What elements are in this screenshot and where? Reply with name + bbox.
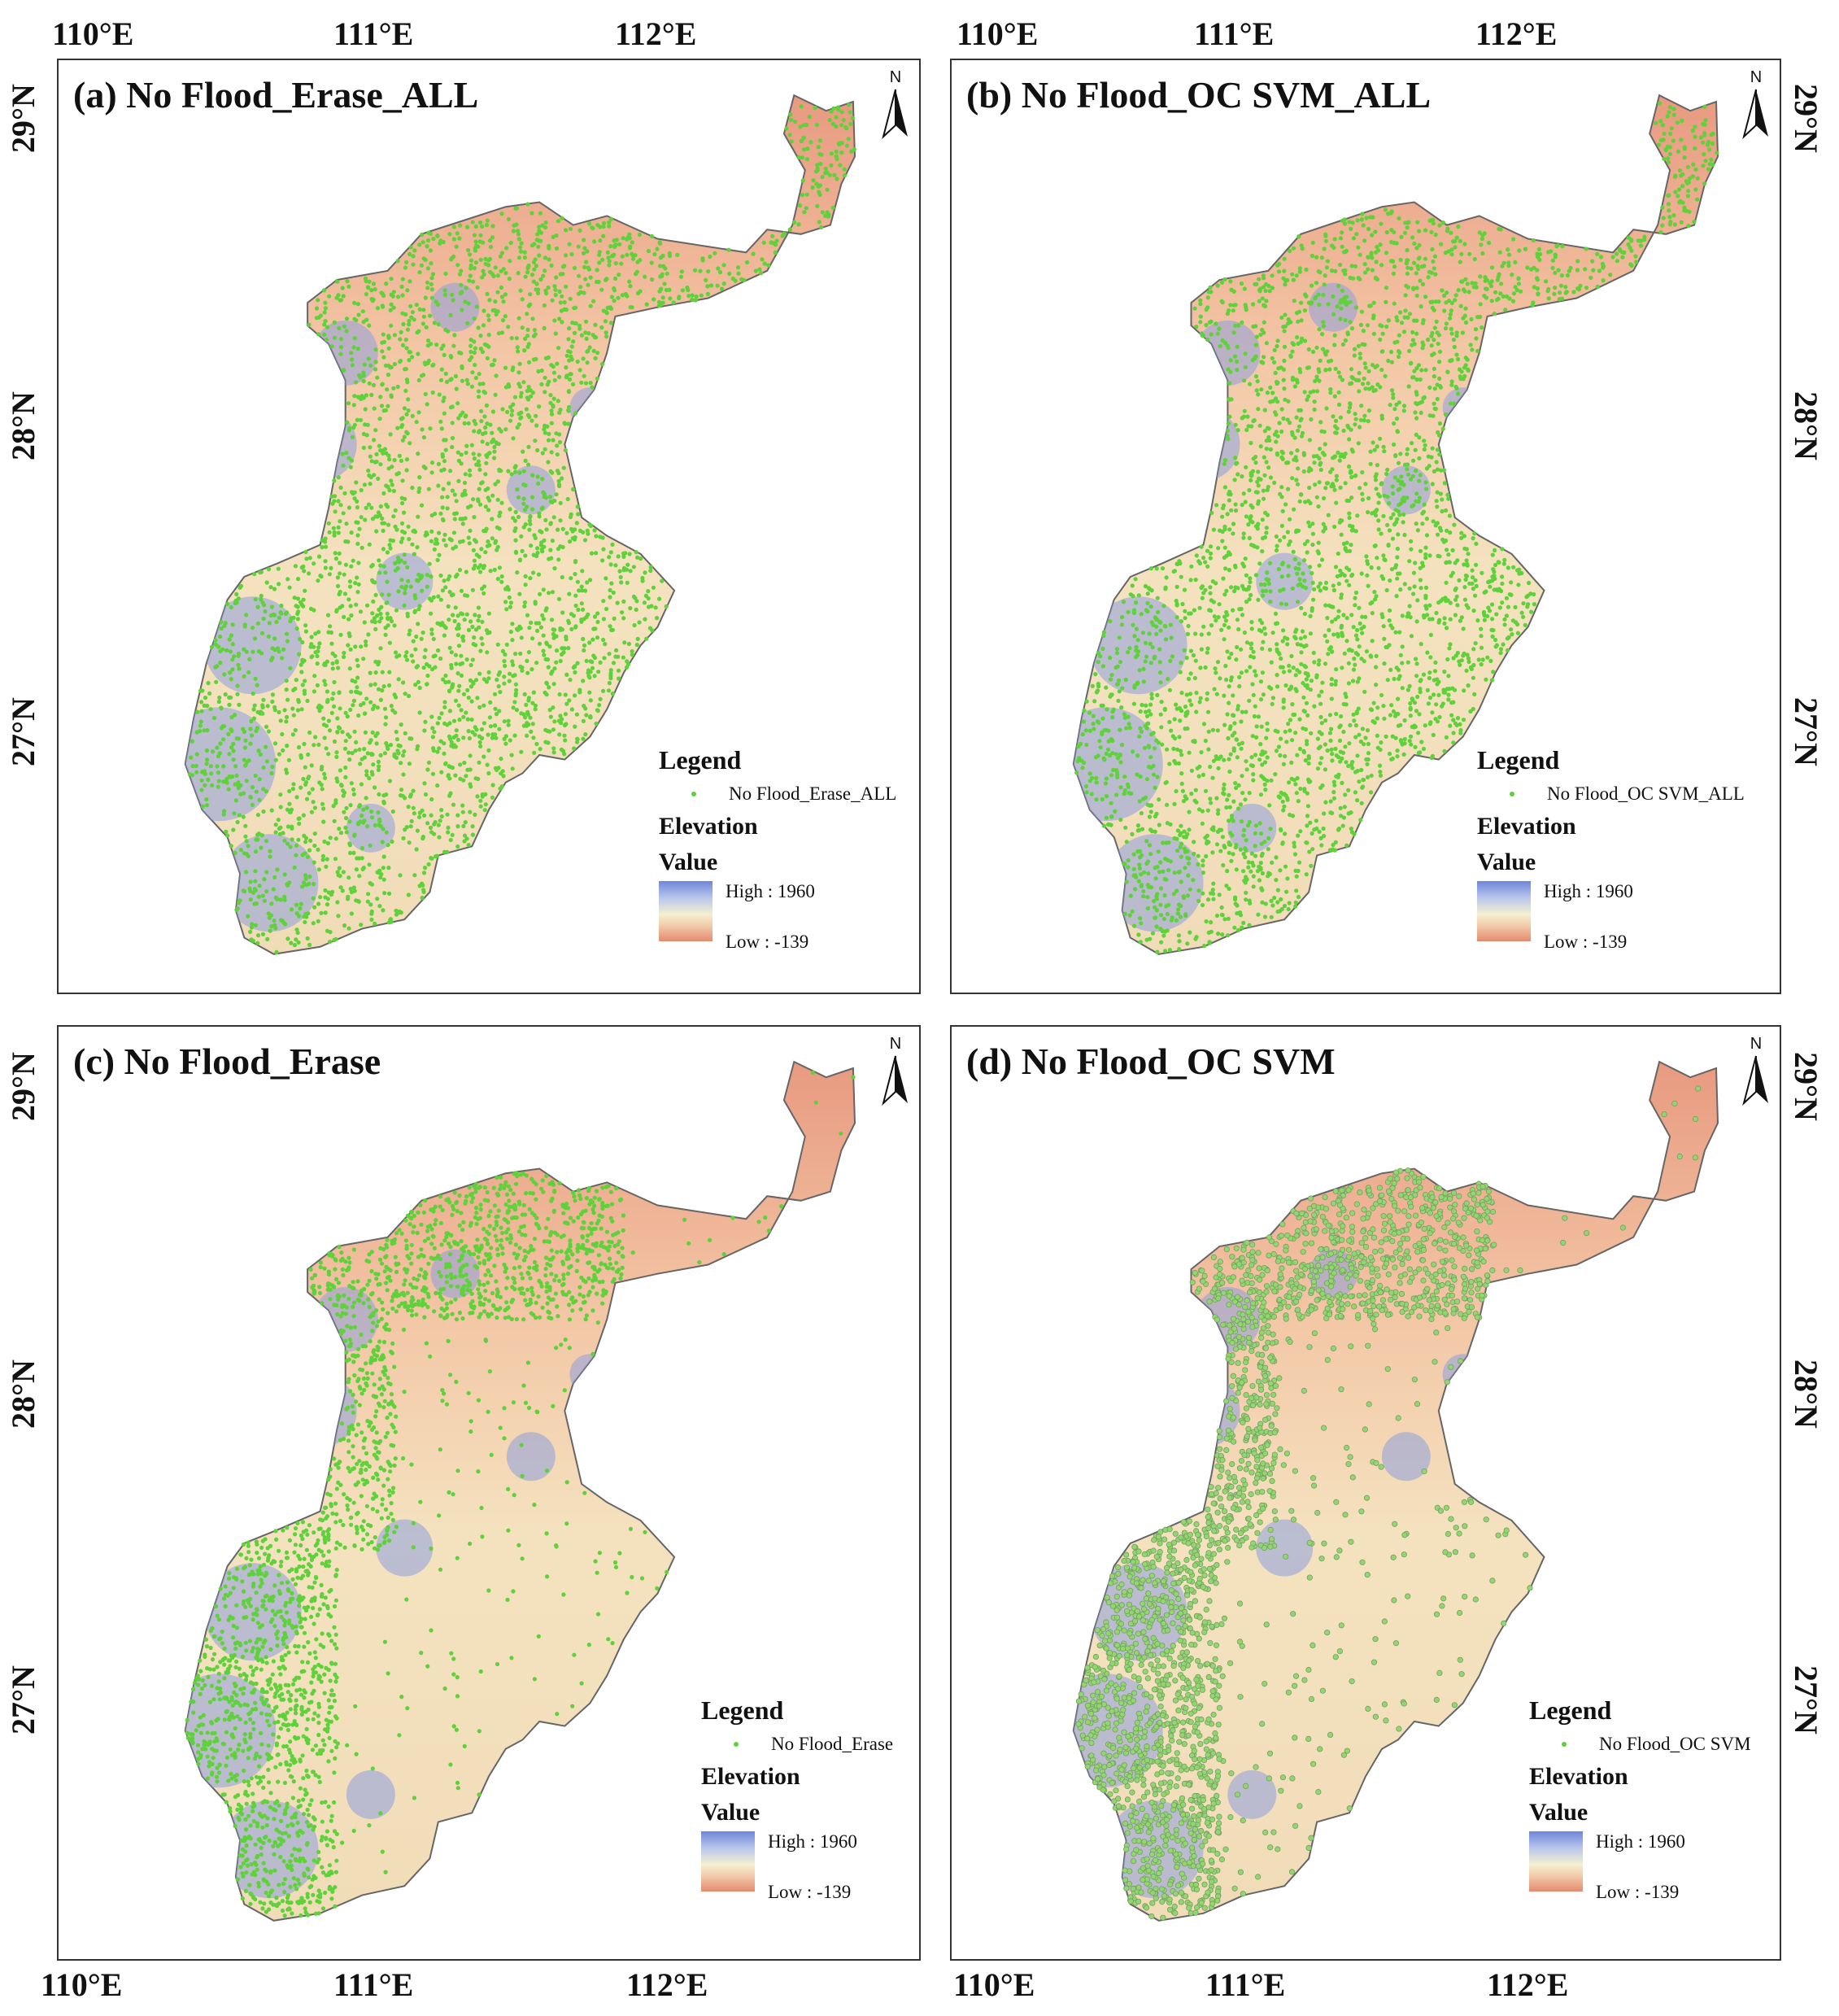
panel-title: (b) No Flood_OC SVM_ALL: [966, 74, 1432, 116]
point-symbol-icon: [1562, 1742, 1567, 1747]
legend-point-label: No Flood_OC SVM: [1599, 1734, 1751, 1754]
elevation-low-label: Low : -139: [1544, 932, 1628, 952]
study-area-map: [184, 94, 856, 955]
legend-elevation-heading: Elevation: [1477, 813, 1576, 840]
longitude-label: 111°E: [333, 1966, 414, 2003]
map-panel-c: (c) No Flood_Erase N Legend No Flood_Era…: [57, 1025, 921, 1961]
map-panel-b: (b) No Flood_OC SVM_ALL N Legend No Floo…: [950, 59, 1781, 994]
study-area-map: [1072, 1060, 1719, 1922]
north-letter: N: [1750, 68, 1763, 86]
elevation-high-label: High : 1960: [768, 1831, 857, 1852]
longitude-label: 112°E: [1475, 15, 1558, 52]
latitude-label: 27°N: [4, 697, 41, 766]
longitude-label: 112°E: [615, 15, 697, 52]
longitude-label: 110°E: [953, 1966, 1035, 2003]
study-area-map: [1072, 94, 1719, 955]
longitude-label: 110°E: [41, 1966, 123, 2003]
legend-value-heading: Value: [659, 849, 718, 875]
latitude-label: 28°N: [1787, 1359, 1824, 1429]
map-legend: Legend No Flood_Erase Elevation Value Hi…: [701, 1695, 894, 1902]
elevation-color-ramp: [1477, 881, 1531, 941]
sample-points: [1075, 1085, 1702, 1921]
longitude-label: 110°E: [52, 15, 134, 52]
sample-points: [185, 1070, 856, 1918]
north-letter: N: [889, 68, 902, 86]
north-letter: N: [1750, 1035, 1763, 1053]
longitude-label: 112°E: [626, 1966, 708, 2003]
legend-value-heading: Value: [1529, 1799, 1588, 1826]
latitude-label: 28°N: [1787, 391, 1824, 460]
sample-points: [187, 103, 856, 954]
map-panel-a: (a) No Flood_Erase_ALL N Legend No Flood…: [57, 59, 921, 994]
longitude-label: 112°E: [1487, 1966, 1569, 2003]
map-legend: Legend No Flood_OC SVM Elevation Value H…: [1529, 1695, 1751, 1902]
elevation-low-label: Low : -139: [1596, 1882, 1680, 1902]
elevation-high-label: High : 1960: [726, 881, 815, 901]
latitude-label: 27°N: [1787, 697, 1824, 766]
legend-title: Legend: [701, 1695, 784, 1725]
north-letter: N: [889, 1035, 902, 1053]
elevation-color-ramp: [659, 881, 713, 941]
map-legend: Legend No Flood_Erase_ALL Elevation Valu…: [659, 745, 897, 952]
longitude-label: 111°E: [1205, 1966, 1286, 2003]
legend-title: Legend: [1477, 745, 1560, 775]
legend-point-label: No Flood_Erase: [771, 1734, 894, 1754]
study-area-map: [184, 1060, 856, 1922]
point-symbol-icon: [734, 1742, 739, 1747]
panel-title: (a) No Flood_Erase_ALL: [73, 74, 479, 116]
elevation-low-label: Low : -139: [726, 932, 809, 952]
latitude-label: 29°N: [4, 1052, 41, 1121]
map-legend: Legend No Flood_OC SVM_ALL Elevation Val…: [1477, 745, 1745, 952]
latitude-label: 28°N: [4, 1359, 41, 1429]
legend-value-heading: Value: [1477, 849, 1536, 875]
legend-title: Legend: [1529, 1695, 1612, 1725]
legend-title: Legend: [659, 745, 742, 775]
elevation-high-label: High : 1960: [1596, 1831, 1685, 1852]
north-arrow-icon: N: [877, 1035, 914, 1108]
north-arrow-icon: N: [1737, 1035, 1775, 1108]
legend-point-label: No Flood_Erase_ALL: [729, 783, 897, 804]
panel-title: (c) No Flood_Erase: [73, 1041, 381, 1082]
legend-value-heading: Value: [701, 1799, 760, 1826]
latitude-label: 29°N: [4, 84, 41, 153]
panel-title: (d) No Flood_OC SVM: [966, 1041, 1336, 1082]
sample-points: [1074, 101, 1719, 954]
map-panel-d: (d) No Flood_OC SVM N Legend No Flood_OC…: [950, 1025, 1781, 1961]
legend-elevation-heading: Elevation: [659, 813, 758, 840]
point-symbol-icon: [1510, 792, 1514, 796]
elevation-high-label: High : 1960: [1544, 881, 1633, 901]
latitude-label: 29°N: [1787, 84, 1824, 153]
study-area-boundary: [184, 1060, 856, 1922]
longitude-label: 110°E: [957, 15, 1039, 52]
point-symbol-icon: [691, 792, 696, 796]
latitude-label: 27°N: [1787, 1665, 1824, 1735]
elevation-low-label: Low : -139: [768, 1882, 852, 1902]
longitude-label: 111°E: [333, 15, 414, 52]
longitude-label: 111°E: [1194, 15, 1275, 52]
legend-elevation-heading: Elevation: [701, 1763, 800, 1790]
north-arrow-icon: N: [1737, 68, 1775, 142]
legend-point-label: No Flood_OC SVM_ALL: [1547, 783, 1745, 804]
latitude-label: 28°N: [4, 391, 41, 460]
latitude-label: 27°N: [4, 1665, 41, 1735]
elevation-color-ramp: [701, 1831, 755, 1892]
legend-elevation-heading: Elevation: [1529, 1763, 1628, 1790]
north-arrow-icon: N: [877, 68, 914, 142]
elevation-color-ramp: [1529, 1831, 1583, 1892]
latitude-label: 29°N: [1787, 1052, 1824, 1121]
